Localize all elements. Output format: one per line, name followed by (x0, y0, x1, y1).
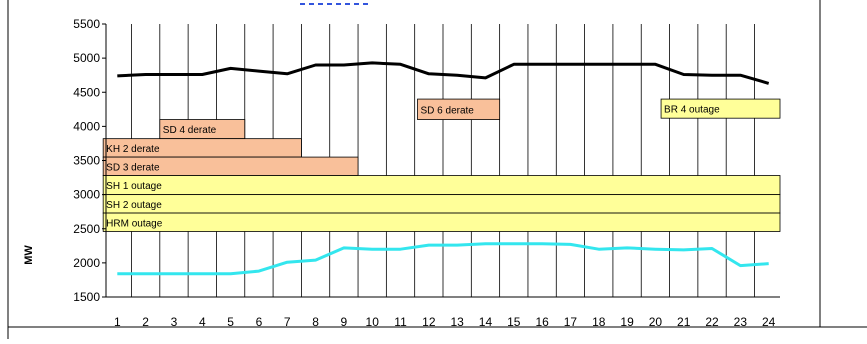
x-tick-label: 13 (450, 315, 464, 329)
outage-bar-label: KH 2 derate (106, 144, 160, 155)
x-tick-label: 17 (564, 315, 578, 329)
x-tick-label: 15 (507, 315, 521, 329)
x-tick-label: 5 (227, 315, 234, 329)
outage-bar-label: SH 1 outage (106, 181, 162, 192)
x-tick-label: 18 (592, 315, 606, 329)
outage-bar (102, 175, 781, 196)
series-lines (117, 61, 770, 276)
x-tick-label: 16 (535, 315, 549, 329)
y-tick-label: 3000 (73, 188, 100, 202)
x-tick-label: 10 (366, 315, 380, 329)
x-tick-label: 21 (677, 315, 691, 329)
y-tick-label: 2500 (73, 222, 100, 236)
outage-bar (102, 194, 781, 214)
outage-bar-label: SH 2 outage (106, 200, 162, 211)
x-tick-label: 2 (142, 315, 149, 329)
x-tick-label: 3 (171, 315, 178, 329)
series-line (117, 242, 769, 276)
y-tick-label: 1500 (73, 290, 100, 304)
x-tick-label: 11 (394, 315, 407, 329)
y-tick-label: 2000 (73, 256, 100, 270)
outage-bar (102, 212, 781, 232)
x-tick-label: 19 (620, 315, 634, 329)
x-tick-label: 6 (256, 315, 263, 329)
y-tick-label: 4000 (73, 119, 100, 133)
x-tick-label: 24 (762, 315, 776, 329)
y-tick-label: 3500 (73, 154, 100, 168)
outage-bar-label: SD 4 derate (163, 125, 217, 136)
y-tick-label: 5000 (73, 51, 100, 65)
outage-bar (417, 98, 501, 120)
outage-bar-label: BR 4 outage (664, 105, 720, 116)
y-tick-label: 4500 (73, 85, 100, 99)
x-tick-label: 9 (341, 315, 348, 329)
outage-bar (660, 98, 781, 119)
y-axis-label: MW (23, 245, 35, 265)
y-tick-label: 5500 (73, 17, 100, 31)
x-tick-label: 4 (199, 315, 206, 329)
x-tick-label: 7 (284, 315, 291, 329)
x-tick-label: 20 (649, 315, 663, 329)
outage-bar-label: SD 6 derate (421, 105, 475, 116)
x-tick-label: 8 (312, 315, 319, 329)
x-tick-label: 1 (114, 315, 121, 329)
outage-bar-label: HRM outage (106, 218, 163, 229)
outage-bar-label: SD 3 derate (106, 162, 160, 173)
x-tick-label: 14 (479, 315, 493, 329)
x-tick-label: 23 (734, 315, 748, 329)
x-tick-label: 22 (705, 315, 719, 329)
x-tick-label: 12 (422, 315, 436, 329)
series-line (117, 61, 770, 85)
